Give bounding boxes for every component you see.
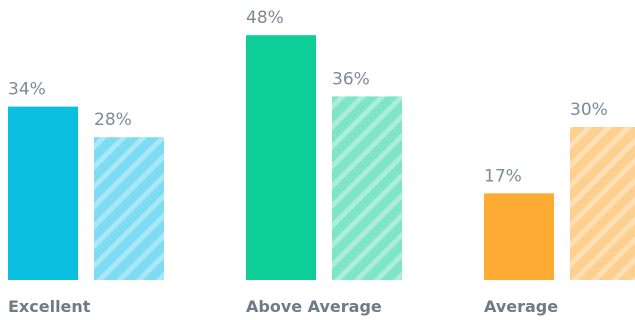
- bar-above-average-striped: [332, 96, 402, 281]
- value-label-above-average-solid: 48%: [246, 8, 284, 28]
- bars-group: [8, 35, 635, 281]
- bar-average-solid: [484, 193, 554, 280]
- value-labels-group: 34% 28% 48% 36% 17% 30%: [8, 8, 608, 186]
- bar-above-average-solid: [246, 35, 316, 281]
- value-label-above-average-striped: 36%: [332, 69, 370, 89]
- category-label-average: Average: [484, 297, 558, 316]
- bar-excellent-solid: [8, 106, 78, 280]
- value-label-excellent-solid: 34%: [8, 80, 46, 100]
- bar-average-striped: [570, 127, 635, 280]
- category-label-excellent: Excellent: [8, 297, 91, 316]
- value-label-average-solid: 17%: [484, 166, 522, 186]
- bar-excellent-striped: [94, 137, 164, 280]
- category-labels-group: Excellent Above Average Average: [8, 297, 558, 316]
- category-label-above-average: Above Average: [246, 297, 382, 316]
- value-label-excellent-striped: 28%: [94, 110, 132, 130]
- value-label-average-striped: 30%: [570, 100, 608, 120]
